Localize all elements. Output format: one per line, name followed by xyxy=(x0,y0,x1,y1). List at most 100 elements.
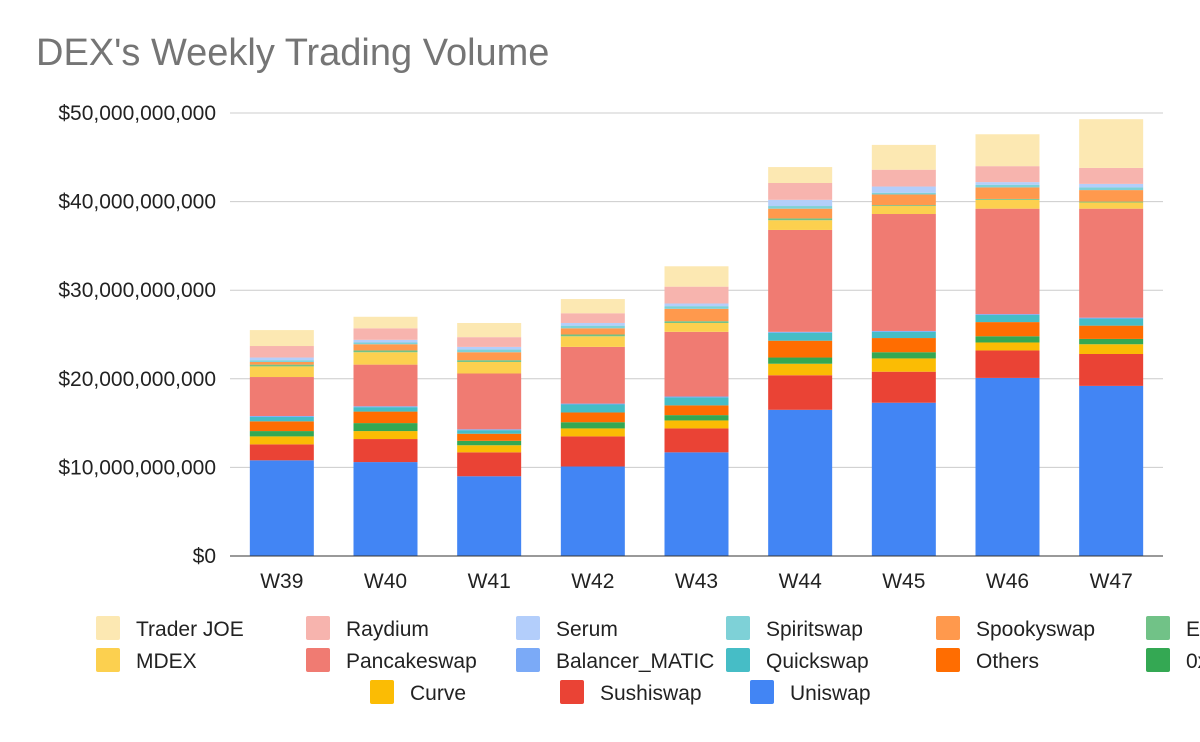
bar-segment-sushiswap-w41 xyxy=(457,452,522,477)
legend-item-quickswap: Quickswap xyxy=(726,648,869,673)
bar-segment-quickswap-w39 xyxy=(249,416,314,422)
bar-segment-sushiswap-w42 xyxy=(560,436,625,467)
bar-segment-balancer-matic-w42 xyxy=(560,403,625,405)
bar-segment-pancakeswap-w47 xyxy=(1079,208,1144,318)
bar-segment-balancer-matic-w44 xyxy=(768,331,833,333)
legend-swatch xyxy=(726,616,750,640)
bar-segment-trader-joe-w40 xyxy=(353,316,418,329)
bar-segment-balancer-matic-w43 xyxy=(664,396,729,398)
bar-segment-pancakeswap-w41 xyxy=(457,373,522,430)
bar-segment-curve-w46 xyxy=(975,342,1040,351)
bar-segment-serum-w44 xyxy=(768,199,833,207)
bar-segment-serum-w47 xyxy=(1079,183,1144,188)
bar-segment-spiritswap-w46 xyxy=(975,184,1040,188)
legend-swatch xyxy=(96,616,120,640)
bar-segment-trader-joe-w41 xyxy=(457,322,522,338)
bar-segment-others-w40 xyxy=(353,411,418,424)
bar-segment-quickswap-w45 xyxy=(871,331,936,339)
bar-segment-raydium-w43 xyxy=(664,286,729,304)
bar-segment-sushiswap-w45 xyxy=(871,371,936,403)
legend-item-mdex: MDEX xyxy=(96,648,197,673)
bar-segment-sushiswap-w40 xyxy=(353,439,418,463)
bar-segment-0x-w45 xyxy=(871,352,936,359)
bar-segment-quickswap-w44 xyxy=(768,332,833,341)
bar-segment-others-w39 xyxy=(249,421,314,432)
legend-label: 0x xyxy=(1186,650,1200,673)
bar-segment-uniswap-w46 xyxy=(975,377,1040,556)
bar-segment-trader-joe-w47 xyxy=(1079,119,1144,168)
bar-segment-spiritswap-w41 xyxy=(457,349,522,353)
bar-segment-quickswap-w41 xyxy=(457,430,522,434)
bar-segment-curve-w47 xyxy=(1079,344,1144,354)
bar-segment-mdex-w44 xyxy=(768,220,833,230)
bar-segment-0x-w39 xyxy=(249,431,314,437)
bar-segment-pancakeswap-w46 xyxy=(975,208,1040,315)
legend-item-uniswap: Uniswap xyxy=(750,680,871,705)
bar-segment-quickswap-w42 xyxy=(560,404,625,413)
legend-label: Spiritswap xyxy=(766,618,863,641)
bar-segment-quickswap-w43 xyxy=(664,397,729,406)
legend-swatch xyxy=(370,680,394,704)
bar-segment-others-w46 xyxy=(975,322,1040,337)
legend-swatch xyxy=(96,648,120,672)
bar-segment-ellipsis-w43 xyxy=(664,321,729,323)
x-tick-label: W46 xyxy=(986,570,1029,593)
bar-segment-spookyswap-w40 xyxy=(353,344,418,351)
bar-segment-balancer-matic-w46 xyxy=(975,314,1040,316)
bar-segment-0x-w43 xyxy=(664,415,729,421)
bar-segment-serum-w39 xyxy=(249,357,314,361)
bar-segment-mdex-w46 xyxy=(975,199,1040,209)
bar-segment-raydium-w42 xyxy=(560,313,625,323)
bar-segment-quickswap-w47 xyxy=(1079,318,1144,326)
legend-swatch xyxy=(1146,648,1170,672)
bar-segment-raydium-w41 xyxy=(457,337,522,347)
bar-segment-spookyswap-w46 xyxy=(975,187,1040,199)
y-tick-label: $30,000,000,000 xyxy=(58,279,216,302)
bar-segment-curve-w40 xyxy=(353,431,418,440)
bar-segment-trader-joe-w43 xyxy=(664,266,729,287)
bar-segment-trader-joe-w44 xyxy=(768,167,833,183)
bar-segment-uniswap-w44 xyxy=(768,409,833,556)
bar-segment-0x-w47 xyxy=(1079,338,1144,345)
x-tick-label: W44 xyxy=(779,570,823,593)
bar-segment-ellipsis-w39 xyxy=(249,364,314,367)
legend-label: Spookyswap xyxy=(976,618,1095,641)
x-tick-label: W47 xyxy=(1090,570,1133,593)
x-tick-label: W39 xyxy=(260,570,303,593)
bar-layer xyxy=(249,119,1144,556)
bar-segment-raydium-w45 xyxy=(871,169,936,187)
legend-item-raydium: Raydium xyxy=(306,616,429,641)
bar-segment-spiritswap-w39 xyxy=(249,360,314,362)
legend-swatch xyxy=(306,616,330,640)
legend-item-serum: Serum xyxy=(516,616,618,641)
legend-item-ellipsis: Ellipsis xyxy=(1146,616,1200,641)
bar-segment-curve-w43 xyxy=(664,420,729,429)
bar-segment-mdex-w39 xyxy=(249,366,314,378)
legend-item-sushiswap: Sushiswap xyxy=(560,680,702,705)
bar-segment-ellipsis-w40 xyxy=(353,350,418,353)
bar-segment-pancakeswap-w45 xyxy=(871,214,936,331)
x-tick-label: W40 xyxy=(364,570,407,593)
legend-item-curve: Curve xyxy=(370,680,466,705)
legend-label: MDEX xyxy=(136,650,197,673)
bar-segment-0x-w40 xyxy=(353,423,418,432)
bar-segment-others-w42 xyxy=(560,412,625,423)
bar-segment-others-w47 xyxy=(1079,325,1144,339)
y-tick-label: $40,000,000,000 xyxy=(58,191,216,214)
bar-segment-quickswap-w40 xyxy=(353,407,418,412)
bar-segment-uniswap-w45 xyxy=(871,402,936,556)
x-tick-label: W43 xyxy=(675,570,718,593)
bar-segment-0x-w41 xyxy=(457,440,522,446)
bar-segment-trader-joe-w45 xyxy=(871,144,936,170)
legend-item-spiritswap: Spiritswap xyxy=(726,616,863,641)
legend-label: Quickswap xyxy=(766,650,869,673)
legend-item-0x: 0x xyxy=(1146,648,1200,673)
bar-segment-mdex-w42 xyxy=(560,336,625,347)
bar-segment-sushiswap-w47 xyxy=(1079,353,1144,386)
legend-swatch xyxy=(516,648,540,672)
bar-segment-mdex-w43 xyxy=(664,322,729,332)
legend-label: Sushiswap xyxy=(600,682,702,705)
legend-swatch xyxy=(516,616,540,640)
legend-swatch xyxy=(750,680,774,704)
